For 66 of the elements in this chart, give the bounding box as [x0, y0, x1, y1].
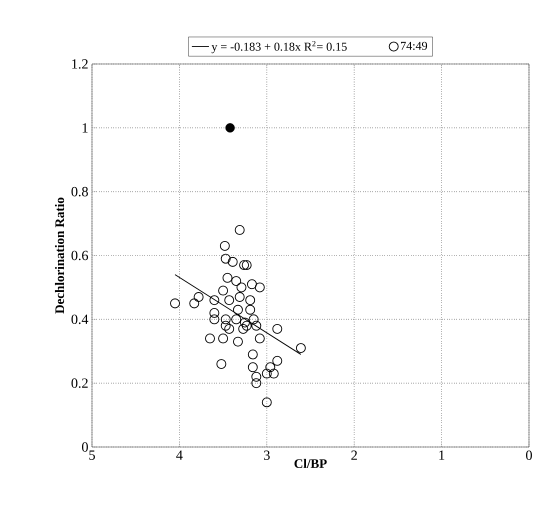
point — [238, 324, 248, 334]
point — [233, 336, 243, 347]
point — [231, 314, 242, 324]
y-tick-label: 0 — [82, 442, 88, 452]
y-tick-label: 1 — [82, 123, 88, 132]
point — [245, 295, 256, 306]
point — [296, 343, 306, 354]
point — [220, 314, 231, 324]
point — [265, 362, 276, 372]
point — [251, 320, 262, 331]
x-tick-label: 0 — [526, 450, 532, 460]
point — [224, 324, 234, 334]
point — [218, 334, 228, 344]
point — [228, 256, 238, 267]
x-tick-label: 1 — [439, 450, 444, 460]
y-tick-label: 1.2 — [72, 59, 88, 69]
point — [218, 286, 228, 296]
point — [272, 324, 282, 334]
legend-label: y = -0.183 + 0.18x R$^{2}$= 0.15 — [212, 40, 347, 54]
point — [251, 372, 262, 382]
point — [216, 359, 226, 369]
x-tick-label: 4 — [176, 450, 183, 460]
point — [170, 298, 180, 308]
point — [209, 314, 220, 324]
point — [220, 254, 231, 264]
point — [231, 276, 242, 286]
point — [246, 279, 257, 290]
point — [194, 292, 204, 302]
point — [220, 240, 230, 251]
point — [189, 298, 200, 308]
point — [251, 378, 262, 388]
point — [224, 295, 234, 306]
point — [262, 397, 272, 408]
x-axis-title: Cl/BP — [294, 458, 327, 468]
point — [222, 272, 232, 283]
point — [205, 334, 215, 344]
point — [233, 304, 243, 315]
point — [234, 292, 245, 302]
y-tick-label: 0.8 — [71, 186, 88, 196]
x-tick-label: 2 — [351, 450, 357, 460]
point — [242, 320, 252, 331]
point — [272, 356, 282, 366]
point — [248, 349, 258, 360]
legend-label: 74:49 — [401, 42, 428, 50]
point — [209, 308, 220, 318]
point — [248, 314, 259, 324]
point — [248, 362, 258, 372]
point — [254, 282, 265, 292]
point — [254, 334, 265, 344]
point — [225, 123, 235, 133]
point — [268, 368, 279, 379]
point — [236, 282, 246, 292]
point — [234, 225, 245, 235]
x-tick-label: 5 — [89, 450, 95, 460]
x-tick-label: 3 — [264, 450, 270, 460]
y-axis-title: Dechlorination Ratio — [54, 198, 64, 314]
y-tick-label: 0.4 — [71, 314, 88, 324]
point — [239, 260, 250, 270]
point — [240, 318, 250, 328]
point — [242, 260, 252, 270]
point — [220, 320, 231, 331]
y-tick-label: 0.6 — [71, 250, 88, 260]
point — [245, 304, 256, 315]
point — [262, 368, 272, 379]
y-tick-label: 0.2 — [71, 378, 88, 388]
point — [209, 295, 220, 306]
